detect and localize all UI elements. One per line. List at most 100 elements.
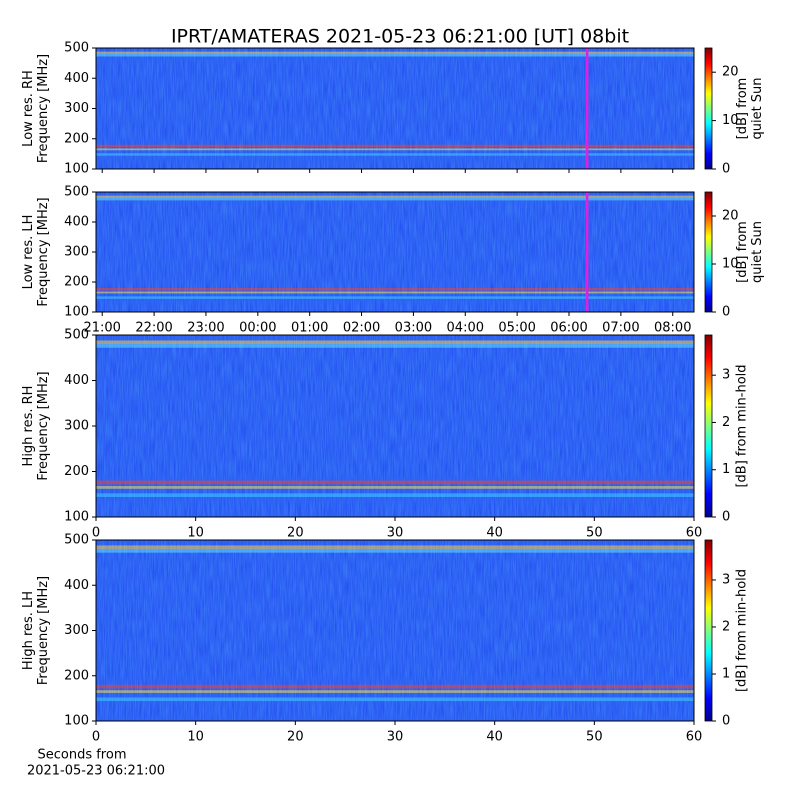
x-tick-label: 01:00: [291, 321, 328, 336]
colorbar-label: [dB] from min-hold: [735, 569, 750, 692]
y-tick-label: 100: [64, 162, 89, 177]
spectrogram-noise: [96, 192, 694, 312]
x-tick-label: 03:00: [395, 321, 432, 336]
y-tick-label: 400: [64, 71, 89, 86]
y-axis-label: High res. RH: [21, 386, 36, 467]
y-tick-label: 400: [64, 215, 89, 230]
spectrogram-noise: [96, 540, 694, 721]
colorbar: [704, 334, 713, 518]
colorbar: [704, 191, 713, 313]
colorbar-label: quiet Sun: [750, 77, 765, 139]
x-tick-label: 40: [486, 730, 503, 745]
spectral-band: [96, 288, 694, 291]
y-tick-label: 500: [64, 328, 89, 343]
x-tick-label: 50: [586, 526, 603, 541]
y-axis-label: High res. LH: [21, 591, 36, 670]
spectral-band: [96, 291, 694, 294]
colorbar-tick-label: 2: [722, 415, 730, 430]
spectral-band: [96, 340, 694, 345]
x-tick-label: 0: [92, 730, 100, 745]
x-tick-label: 10: [187, 526, 204, 541]
y-tick-label: 300: [64, 623, 89, 638]
x-tick-label: 23:00: [187, 321, 224, 336]
colorbar-label: quiet Sun: [750, 221, 765, 283]
colorbar-label: [dB] from: [735, 78, 750, 140]
y-tick-label: 300: [64, 419, 89, 434]
y-tick-label: 100: [64, 714, 89, 729]
x-tick-label: 10: [187, 730, 204, 745]
spectral-band: [96, 690, 694, 693]
spectral-band: [96, 480, 694, 485]
x-tick-label: 04:00: [447, 321, 484, 336]
x-tick-label: 20: [287, 526, 304, 541]
x-tick-label: 20: [287, 730, 304, 745]
spectral-band: [96, 153, 694, 156]
x-tick-label: 06:00: [550, 321, 587, 336]
spectral-band: [96, 545, 694, 550]
colorbar-tick-label: 2: [722, 619, 730, 634]
x-axis-label: 2021-05-23 06:21:00: [27, 764, 165, 779]
x-tick-label: 22:00: [135, 321, 172, 336]
x-tick-label: 50: [586, 730, 603, 745]
spectral-band: [96, 148, 694, 151]
spectral-band: [96, 54, 694, 57]
spectral-band: [96, 486, 694, 489]
spectral-band: [96, 344, 694, 348]
y-tick-label: 200: [64, 464, 89, 479]
y-axis-label: Low res. RH: [21, 70, 36, 147]
y-tick-label: 300: [64, 101, 89, 116]
colorbar-tick-label: 0: [722, 714, 730, 729]
colorbar-tick-label: 20: [722, 65, 739, 80]
spectral-band: [96, 51, 694, 55]
y-axis-label: Frequency [MHz]: [36, 371, 51, 480]
y-tick-label: 300: [64, 245, 89, 260]
y-tick-label: 200: [64, 668, 89, 683]
x-tick-label: 07:00: [602, 321, 639, 336]
spectral-band: [96, 296, 694, 299]
colorbar-tick-label: 3: [722, 572, 730, 587]
y-tick-label: 200: [64, 131, 89, 146]
colorbar-tick-label: 10: [722, 113, 739, 128]
colorbar-tick-label: 0: [722, 305, 730, 320]
y-axis-label: Low res. LH: [21, 215, 36, 290]
spectral-band: [96, 697, 694, 702]
colorbar-tick-label: 0: [722, 510, 730, 525]
x-tick-label: 02:00: [343, 321, 380, 336]
colorbar-label: [dB] from: [735, 221, 750, 283]
y-tick-label: 500: [64, 41, 89, 56]
chart-title: IPRT/AMATERAS 2021-05-23 06:21:00 [UT] 0…: [171, 26, 629, 48]
spectral-band: [96, 198, 694, 201]
spectral-band: [96, 549, 694, 553]
colorbar-label: [dB] from min-hold: [735, 364, 750, 487]
x-tick-label: 60: [686, 526, 703, 541]
x-tick-label: 08:00: [654, 321, 691, 336]
y-tick-label: 400: [64, 373, 89, 388]
spectrogram-noise: [96, 48, 694, 169]
y-tick-label: 500: [64, 533, 89, 548]
colorbar: [704, 47, 713, 170]
x-tick-label: 00:00: [239, 321, 276, 336]
y-axis-label: Frequency [MHz]: [36, 197, 51, 306]
colorbar-tick-label: 20: [722, 209, 739, 224]
colorbar: [704, 539, 713, 722]
y-tick-label: 200: [64, 275, 89, 290]
x-tick-label: 0: [92, 526, 100, 541]
x-tick-label: 30: [387, 526, 404, 541]
x-tick-label: 40: [486, 526, 503, 541]
y-tick-label: 400: [64, 578, 89, 593]
x-tick-label: 21:00: [83, 321, 120, 336]
x-axis-label: Seconds from: [37, 748, 126, 763]
y-tick-label: 100: [64, 510, 89, 525]
spectral-band: [96, 493, 694, 497]
y-axis-label: Frequency [MHz]: [36, 54, 51, 163]
spectrogram-noise: [96, 335, 694, 517]
colorbar-tick-label: 1: [722, 666, 730, 681]
colorbar-tick-label: 10: [722, 257, 739, 272]
y-tick-label: 100: [64, 305, 89, 320]
spectral-band: [96, 684, 694, 689]
colorbar-tick-label: 0: [722, 162, 730, 177]
spectral-band: [96, 195, 694, 198]
x-tick-label: 05:00: [498, 321, 535, 336]
y-axis-label: Frequency [MHz]: [36, 576, 51, 685]
